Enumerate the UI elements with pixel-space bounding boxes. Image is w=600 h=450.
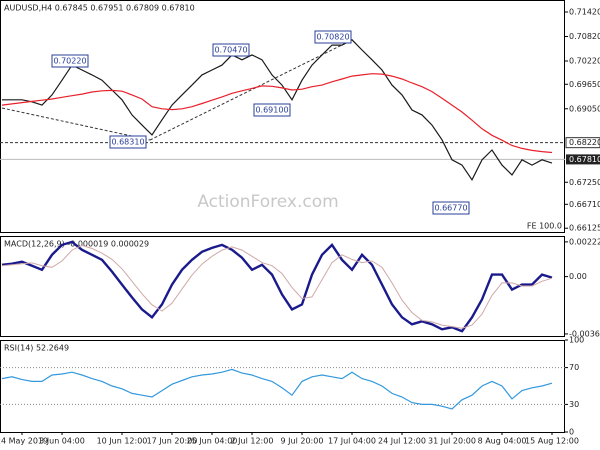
price-box-label: 0.68310 xyxy=(111,138,144,147)
y-tick-label: 70 xyxy=(569,363,579,372)
x-tick-label: 15 Aug 12:00 xyxy=(525,437,579,446)
level-box xyxy=(565,137,600,149)
series-line xyxy=(1,244,553,329)
x-tick-label: 8 Aug 04:00 xyxy=(478,437,527,446)
fe-note: FE 100.0 xyxy=(527,222,562,231)
y-tick-label: 30 xyxy=(569,400,579,409)
series-line xyxy=(2,39,553,181)
series-line xyxy=(1,368,553,410)
series-line xyxy=(1,73,553,154)
rsi-panel xyxy=(0,340,565,433)
y-tick-label: 0.00 xyxy=(569,272,587,281)
y-tick-label: 0 xyxy=(569,428,574,437)
price-box-label: 0.69100 xyxy=(255,106,288,115)
trendline xyxy=(1,107,151,141)
price-box-label: 0.66770 xyxy=(434,204,467,213)
series-line xyxy=(1,240,553,333)
watermark: ActionForex.com xyxy=(197,192,338,212)
y-tick-label: 0.002224 xyxy=(569,237,600,246)
level-label: 0.68220 xyxy=(569,138,600,147)
price-box-label: 0.70820 xyxy=(316,33,349,42)
price-panel xyxy=(0,0,565,233)
macd-panel xyxy=(0,236,565,337)
trendline xyxy=(149,39,353,141)
price-box xyxy=(432,201,470,215)
y-tick-label: 0.69050 xyxy=(569,104,600,113)
x-tick-label: 24 Jul 12:00 xyxy=(378,437,426,446)
y-tick-label: 0.70820 xyxy=(569,32,600,41)
last-price-box xyxy=(566,154,600,165)
price-box-label: 0.70220 xyxy=(53,57,86,66)
x-tick-label: 10 Jun 12:00 xyxy=(97,437,148,446)
price-box xyxy=(212,43,250,57)
x-tick-label: 3 Jun 04:00 xyxy=(39,437,85,446)
price-box xyxy=(314,30,352,44)
price-box xyxy=(51,54,89,68)
price-box-label: 0.70470 xyxy=(214,46,247,55)
y-tick-label: 0.66125 xyxy=(569,224,600,233)
y-tick-label: 0.69650 xyxy=(569,80,600,89)
price-box xyxy=(109,135,147,149)
y-tick-label: 0.66710 xyxy=(569,200,600,209)
rsi-title: RSI(14) 52.2649 xyxy=(4,344,69,353)
x-tick-label: 17 Jul 04:00 xyxy=(328,437,376,446)
y-tick-label: 0.70220 xyxy=(569,57,600,66)
last-price-label: 0.67810 xyxy=(569,155,600,164)
price-title: AUDUSD,H4 0.67845 0.67951 0.67809 0.6781… xyxy=(4,4,195,13)
y-tick-label: 100 xyxy=(569,336,584,345)
x-tick-label: 9 Jul 20:00 xyxy=(281,437,324,446)
x-tick-label: 24 May 2019 xyxy=(0,437,48,446)
x-tick-label: 25 Jun 04:00 xyxy=(187,437,238,446)
y-tick-label: 0.71420 xyxy=(569,8,600,17)
y-tick-label: -0.003667 xyxy=(569,329,600,338)
x-tick-label: 31 Jul 20:00 xyxy=(428,437,476,446)
y-tick-label: 0.67250 xyxy=(569,178,600,187)
x-tick-label: 2 Jul 12:00 xyxy=(231,437,274,446)
x-tick-label: 17 Jun 20:00 xyxy=(147,437,198,446)
price-box xyxy=(253,103,291,117)
